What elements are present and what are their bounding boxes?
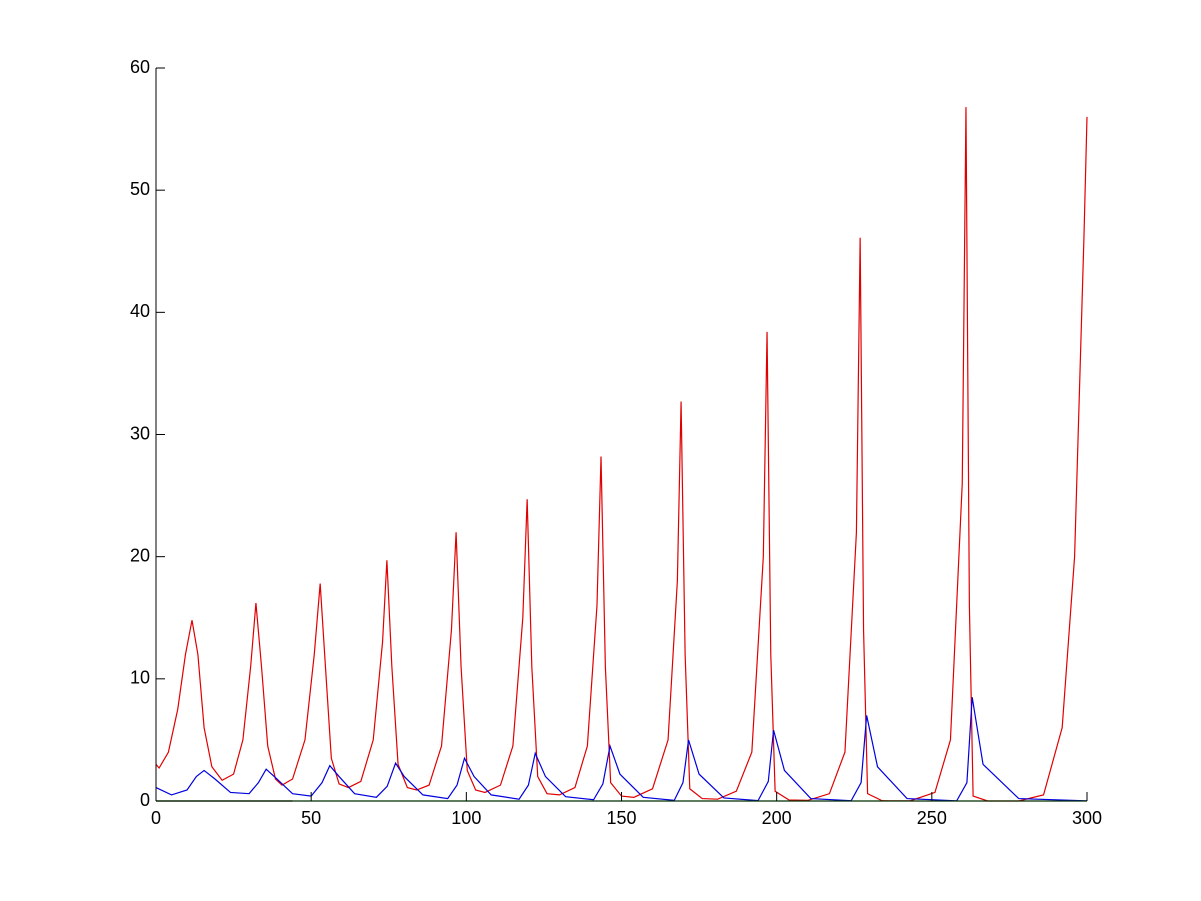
x-tick-label: 300 — [1072, 808, 1102, 828]
x-tick-label: 100 — [451, 808, 481, 828]
series-line — [155, 107, 1088, 802]
y-tick-label: 10 — [130, 668, 150, 688]
y-tick-label: 40 — [130, 301, 150, 321]
series-line — [155, 697, 1088, 802]
y-tick-label: 60 — [130, 57, 150, 77]
y-tick-label: 30 — [130, 423, 150, 443]
x-tick-label: 0 — [151, 808, 161, 828]
x-tick-label: 200 — [762, 808, 792, 828]
y-tick-label: 20 — [130, 545, 150, 565]
y-tick-label: 50 — [130, 179, 150, 199]
x-tick-label: 150 — [606, 808, 636, 828]
x-tick-label: 250 — [917, 808, 947, 828]
y-tick-label: 0 — [140, 790, 150, 810]
x-tick-label: 50 — [301, 808, 321, 828]
